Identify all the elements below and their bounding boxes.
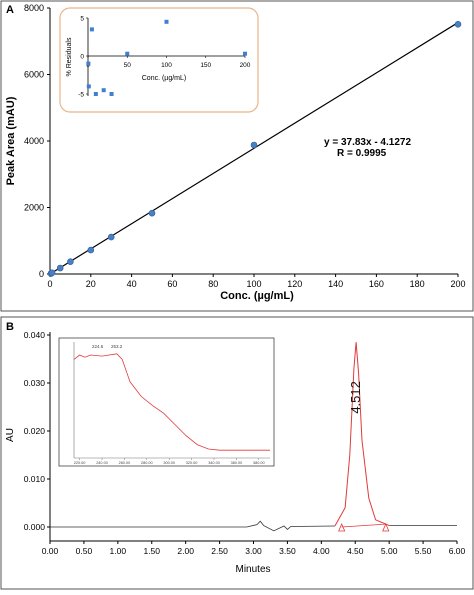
residuals-y-tick-label: -5 xyxy=(78,92,84,99)
calibration-point xyxy=(454,20,462,28)
residuals-x-label: Conc. (µg/mL) xyxy=(142,75,187,82)
chromatogram-x-tick-label: 6.00 xyxy=(449,546,466,556)
peak-end-marker xyxy=(382,522,390,532)
residuals-x-tick-label: 100 xyxy=(161,62,172,69)
chromatogram-x-tick-label: 0.00 xyxy=(42,546,59,556)
calibration-x-tick-label: 60 xyxy=(167,279,177,289)
calibration-x-tick-label: 120 xyxy=(287,279,302,289)
uv-x-tick-label: 320.00 xyxy=(186,461,198,465)
residuals-inset-frame xyxy=(59,7,259,113)
uv-x-tick-label: 380.00 xyxy=(253,461,265,465)
calibration-y-tick-label: 8000 xyxy=(24,3,44,13)
uv-x-tick-label: 220.00 xyxy=(74,461,86,465)
chromatogram-x-label: Minutes xyxy=(235,564,270,575)
regression-r-value: R = 0.9995 xyxy=(337,148,387,159)
calibration-point xyxy=(107,233,115,241)
chromatogram-y-label: AU xyxy=(5,428,16,442)
calibration-point xyxy=(148,209,156,217)
calibration-point xyxy=(48,269,56,277)
residual-point xyxy=(164,19,169,24)
panel-a-label: A xyxy=(6,4,14,16)
uv-x-tick-label: 260.00 xyxy=(119,461,131,465)
residuals-x-tick-label: 50 xyxy=(124,62,132,69)
residual-point xyxy=(89,27,94,32)
regression-equation: y = 37.83x - 4.1272 xyxy=(324,137,411,148)
chromatogram-chart: 0.00 0.50 1.00 1.50 2.00 2.50 3.00 3.50 4.00 4.50… xyxy=(5,330,466,575)
chromatogram-x-tick-label: 2.50 xyxy=(211,546,228,556)
residual-point xyxy=(101,88,106,93)
chromatogram-x-tick-label: 5.00 xyxy=(381,546,398,556)
uv-x-tick-label: 360.00 xyxy=(231,461,243,465)
calibration-y-tick-label: 4000 xyxy=(24,136,44,146)
calibration-x-tick-label: 140 xyxy=(328,279,343,289)
chromatogram-x-tick-label: 4.00 xyxy=(313,546,330,556)
calibration-y-tick-label: 0 xyxy=(39,269,44,279)
calibration-point xyxy=(87,246,95,254)
uv-x-tick-label: 340.00 xyxy=(208,461,220,465)
residual-point xyxy=(93,92,98,96)
chromatogram-x-tick-label: 4.50 xyxy=(347,546,364,556)
calibration-chart: 0 20 40 60 80 100 120 140 160 180 2000200040006000… xyxy=(5,3,466,302)
uv-x-tick-label: 280.00 xyxy=(141,461,153,465)
calibration-x-tick-label: 180 xyxy=(410,279,425,289)
uv-peak-label-1: 224.6 xyxy=(92,344,104,349)
calibration-y-tick-label: 2000 xyxy=(24,203,44,213)
calibration-x-tick-label: 20 xyxy=(86,279,96,289)
chromatogram-peak xyxy=(334,342,390,527)
residuals-y-tick-label: 5 xyxy=(80,16,84,23)
uv-x-tick-label: 300.00 xyxy=(163,461,175,465)
uv-peak-label-2: 253.2 xyxy=(111,344,123,349)
residuals-x-tick-label: 200 xyxy=(240,62,251,69)
chromatogram-x-tick-label: 3.00 xyxy=(245,546,262,556)
chromatogram-x-tick-label: 2.00 xyxy=(177,546,194,556)
chromatogram-x-tick-label: 1.00 xyxy=(110,546,127,556)
calibration-x-tick-label: 80 xyxy=(208,279,218,289)
chromatogram-x-tick-label: 1.50 xyxy=(143,546,160,556)
calibration-x-tick-label: 160 xyxy=(369,279,384,289)
uv-inset-frame xyxy=(58,337,275,467)
chromatogram-y-tick-label: 0.030 xyxy=(24,378,46,388)
uv-x-tick-label: 240.00 xyxy=(96,461,108,465)
chromatogram-y-tick-label: 0.040 xyxy=(24,330,46,340)
calibration-x-tick-label: 40 xyxy=(127,279,137,289)
uv-spectrum-trace xyxy=(73,353,270,451)
calibration-x-label: Conc. (µg/mL) xyxy=(220,290,294,302)
calibration-y-tick-label: 6000 xyxy=(24,70,44,80)
uv-spectrum-inset: 220.00 240.00 260.00 280.00 300.00 320.00 340.… xyxy=(58,337,275,467)
calibration-point xyxy=(250,141,258,149)
residuals-x-tick-label: 150 xyxy=(200,62,211,69)
calibration-point xyxy=(56,264,64,272)
peak-retention-label: 4.512 xyxy=(348,381,363,414)
residuals-y-tick-label: 0 xyxy=(80,54,84,61)
panel-b-label: B xyxy=(6,321,14,333)
peak-start-marker xyxy=(338,522,346,532)
residuals-inset: 050100150200-505 Conc. (µg/mL) % Residua… xyxy=(59,7,259,113)
calibration-x-tick-label: 200 xyxy=(450,279,465,289)
residual-point xyxy=(125,51,130,56)
calibration-point xyxy=(67,258,74,265)
chromatogram-trace xyxy=(50,520,457,532)
residual-point xyxy=(109,92,114,96)
peak-baseline xyxy=(341,523,386,528)
residuals-y-label: % Residuals xyxy=(66,37,73,76)
chromatogram-y-tick-label: 0.010 xyxy=(24,474,46,484)
chromatogram-x-tick-label: 3.50 xyxy=(279,546,296,556)
residual-point xyxy=(86,84,91,89)
calibration-y-label: Peak Area (mAU) xyxy=(5,96,17,185)
residual-point xyxy=(86,61,91,66)
chromatogram-y-tick-label: 0.020 xyxy=(24,426,46,436)
chromatogram-x-tick-label: 0.50 xyxy=(76,546,93,556)
calibration-x-tick-label: 0 xyxy=(47,279,52,289)
chromatogram-x-tick-label: 5.50 xyxy=(415,546,432,556)
calibration-x-tick-label: 100 xyxy=(246,279,261,289)
residual-point xyxy=(243,51,247,56)
chromatogram-y-tick-label: 0.000 xyxy=(24,522,46,532)
